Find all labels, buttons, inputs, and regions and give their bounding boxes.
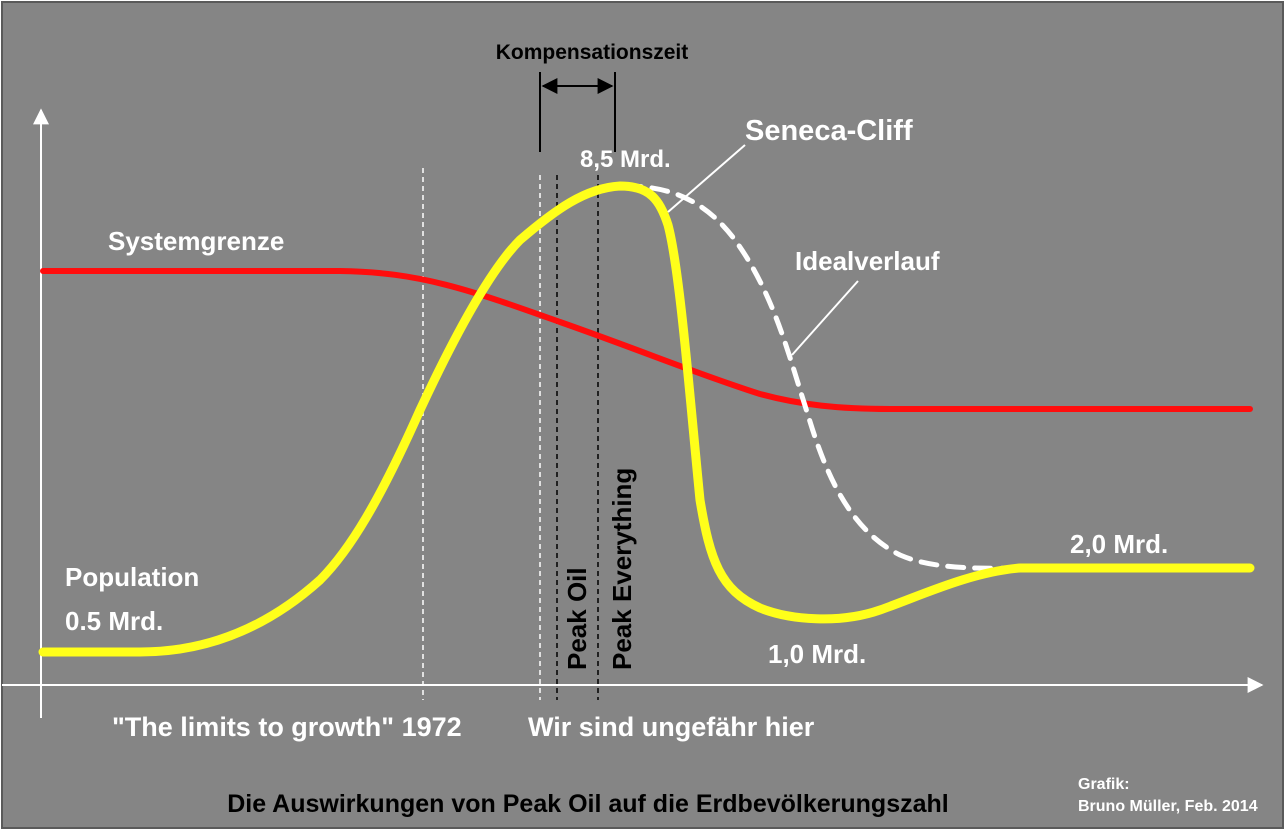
end-value-label: 2,0 Mrd. (1070, 529, 1168, 559)
ideal-course-label: Idealverlauf (795, 246, 940, 276)
start-value-label: 0.5 Mrd. (65, 606, 163, 636)
peak-oil-label: Peak Oil (562, 567, 592, 670)
limits-to-growth-label: "The limits to growth" 1972 (112, 712, 462, 742)
credit-line-1: Grafik: (1078, 776, 1130, 793)
trough-value-label: 1,0 Mrd. (768, 639, 866, 669)
diagram-title: Die Auswirkungen von Peak Oil auf die Er… (227, 790, 948, 818)
system-limit-curve (40, 268, 1253, 412)
peak-value-label: 8,5 Mrd. (580, 146, 671, 173)
seneca-cliff-pointer (667, 144, 746, 213)
diagram-background (2, 2, 1283, 828)
ideal-course-curve (622, 183, 1023, 571)
credit-line-2: Bruno Müller, Feb. 2014 (1078, 798, 1258, 815)
population-curve (38, 181, 1255, 657)
population-label: Population (65, 562, 199, 592)
ideal-course-pointer (791, 280, 859, 356)
peak-everything-label: Peak Everything (607, 468, 637, 670)
seneca-cliff-label: Seneca-Cliff (745, 115, 913, 147)
system-limit-label: Systemgrenze (108, 226, 284, 256)
compensation-time-label: Kompensationszeit (496, 41, 689, 64)
we-are-here-label: Wir sind ungefähr hier (528, 712, 815, 742)
